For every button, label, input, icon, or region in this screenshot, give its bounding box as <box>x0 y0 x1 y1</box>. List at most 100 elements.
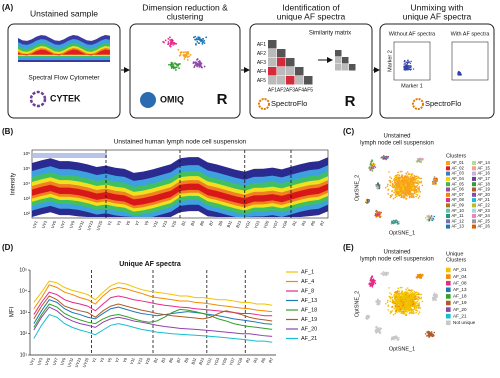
x-tick-label: V5 <box>106 356 113 363</box>
x-tick-label: B1 <box>180 219 187 226</box>
dot <box>409 68 411 71</box>
tsne-dot <box>414 301 416 303</box>
tsne-dot <box>399 170 402 173</box>
tsne-dot <box>412 293 414 295</box>
tsne-dot <box>189 53 192 56</box>
tsne-dot <box>418 296 420 298</box>
tsne-dot <box>391 296 394 299</box>
tsne-dot <box>185 54 188 57</box>
tsne-dot <box>406 297 408 300</box>
tsne-dot <box>369 169 372 171</box>
tsne-dot <box>376 327 379 329</box>
tsne-dot <box>394 196 397 199</box>
legend-label: AF_10 <box>452 208 465 213</box>
tsne-dot <box>400 196 402 199</box>
tsne-dot <box>420 181 422 184</box>
tsne-dot <box>371 286 374 288</box>
tsne-dot <box>203 65 206 68</box>
tsne-dot <box>391 221 394 224</box>
tsne-dot <box>186 56 189 59</box>
step-text: Similarity matrix <box>309 31 351 37</box>
legend-swatch <box>472 198 476 203</box>
tsne-dot <box>399 192 402 194</box>
tsne-dot <box>409 308 412 311</box>
tsne-dot <box>394 302 396 304</box>
tsne-dot <box>399 179 402 182</box>
y-tick-label: 10² <box>23 211 30 216</box>
matrix-label: AF1 <box>268 87 277 93</box>
tsne-dot <box>415 177 418 180</box>
tsne-dot <box>398 181 400 184</box>
legend-label: AF_06 <box>452 187 465 192</box>
tsne-dot <box>435 293 438 296</box>
tsne-dot <box>396 177 398 180</box>
tsne-dot <box>417 292 420 294</box>
tsne-dot <box>407 173 410 176</box>
tsne-dot <box>396 180 399 183</box>
tsne-dot <box>410 293 413 295</box>
x-tick-label: R7 <box>268 356 275 363</box>
tsne-dot <box>432 181 434 184</box>
tsne-dot <box>389 300 392 303</box>
tsne-dot <box>419 293 421 296</box>
tsne-dot <box>418 297 420 300</box>
tsne-dot <box>377 300 380 302</box>
y-tick-label: 10⁴ <box>19 289 27 295</box>
x-tick-label: B11 <box>190 356 197 365</box>
legend-swatch <box>446 274 451 279</box>
tsne-dot <box>401 175 404 177</box>
tsne-dot <box>414 185 416 187</box>
x-tick-label: YG9 <box>281 219 289 229</box>
tsne-dot <box>412 193 414 195</box>
tsne-dot <box>174 62 177 65</box>
x-tick-label: V5 <box>125 219 132 226</box>
tsne-dot <box>398 305 400 308</box>
step-text: SpectroFlo <box>271 99 307 108</box>
logo <box>140 92 156 108</box>
legend-swatch <box>446 224 450 229</box>
matrix-cell <box>268 58 277 67</box>
tsne-dot <box>417 187 420 189</box>
tsne-dot <box>398 297 400 300</box>
tsne-dot <box>410 299 413 302</box>
tsne-dot <box>370 162 373 164</box>
x-tick-label: UV5 <box>44 356 52 366</box>
tsne-dot <box>175 69 177 71</box>
series-line <box>33 295 273 322</box>
tsne-dot <box>375 301 377 303</box>
tsne-dot <box>410 294 412 297</box>
legend-label: AF_4 <box>301 279 314 285</box>
tsne-dot <box>433 331 436 334</box>
tsne-dot <box>416 190 418 192</box>
tsne-dot <box>389 181 392 184</box>
tsne-dot <box>396 293 398 296</box>
dot <box>404 60 406 62</box>
legend-label: AF_09 <box>452 203 465 208</box>
tsne-dot <box>396 300 398 303</box>
tsne-dot <box>414 298 416 301</box>
legend-label: AF_01 <box>453 267 467 272</box>
legend-label: AF_18 <box>301 307 317 313</box>
tsne-dot <box>183 58 186 60</box>
tsne-dot <box>395 190 398 193</box>
dot <box>458 71 460 73</box>
tsne-dot <box>391 310 393 312</box>
tsne-dot <box>387 304 390 307</box>
tsne-dot <box>393 297 396 300</box>
tsne-dot <box>169 36 171 39</box>
legend-label: AF_17 <box>478 176 491 181</box>
step-text: SpectroFlo <box>425 99 461 108</box>
legend-swatch <box>446 214 450 218</box>
tsne-dot <box>406 295 408 298</box>
tsne-dot <box>171 65 174 68</box>
tsne-dot <box>375 326 377 328</box>
tsne-dot <box>394 312 397 315</box>
legend-title: Unique <box>446 251 463 257</box>
tsne-dot <box>402 303 404 306</box>
tsne-dot <box>414 189 417 192</box>
tsne-dot <box>389 297 392 300</box>
tsne-dot <box>388 287 390 289</box>
tsne-dot <box>406 287 409 289</box>
dot <box>410 60 412 63</box>
tsne-dot <box>389 194 392 197</box>
